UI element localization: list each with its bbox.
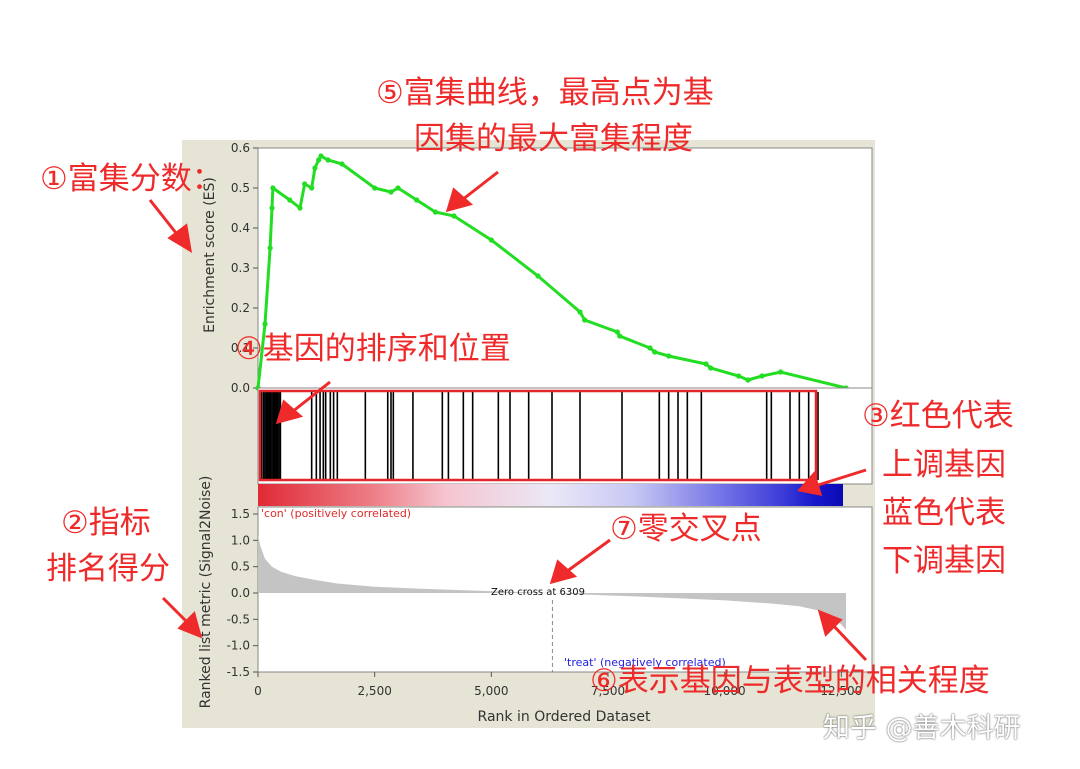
annotation-arrows	[148, 170, 868, 662]
es-point	[432, 209, 438, 215]
es-point	[388, 189, 394, 195]
x-axis-label: Rank in Ordered Dataset	[478, 709, 651, 725]
positive-label: 'con' (positively correlated)	[261, 507, 411, 520]
es-point	[339, 161, 345, 167]
annotation-colors-line3: 蓝色代表	[882, 495, 1006, 531]
es-plot-area	[257, 147, 873, 389]
annotation-correlation: ⑥表示基因与表型的相关程度	[590, 663, 990, 699]
metric-axis-label: Ranked list metric (Signal2Noise)	[198, 476, 214, 709]
x-tick-label: 0	[254, 684, 262, 698]
es-point	[582, 317, 588, 323]
annotation-gene-positions: ④基因的排序和位置	[235, 331, 511, 367]
x-tick-label: 12,500	[820, 684, 862, 698]
es-point	[372, 185, 378, 191]
es-point	[488, 237, 494, 243]
es-point	[414, 197, 420, 203]
x-tick-label: 2,500	[357, 684, 391, 698]
es-y-tick-label: 0.6	[231, 141, 250, 155]
es-point	[451, 213, 457, 219]
es-point	[318, 153, 324, 159]
es-point	[745, 377, 751, 383]
es-point	[270, 185, 276, 191]
hits-plot-area	[257, 387, 873, 485]
es-point	[778, 369, 784, 375]
metric-y-tick-label: 1.5	[231, 507, 250, 521]
es-point	[736, 373, 742, 379]
es-point	[647, 345, 653, 351]
es-point	[309, 185, 315, 191]
es-point	[302, 181, 308, 187]
annotation-zero-cross: ⑦零交叉点	[610, 511, 762, 547]
metric-y-tick-label: 1.0	[231, 533, 250, 547]
es-point	[652, 349, 658, 355]
es-point	[577, 309, 583, 315]
es-point	[395, 185, 401, 191]
metric-y-tick-label: -1.5	[227, 665, 250, 679]
es-axis-label: Enrichment score (ES)	[202, 177, 218, 333]
es-point	[759, 373, 765, 379]
annotation-metric-line1: ②指标	[61, 505, 151, 541]
watermark: 知乎 @善木科研	[823, 713, 1021, 744]
metric-y-tick-label: 0.0	[231, 586, 250, 600]
es-point	[325, 157, 331, 163]
es-point	[703, 361, 709, 367]
annotation-colors-line2: 上调基因	[882, 447, 1006, 483]
highlight-box	[258, 389, 818, 482]
es-point	[708, 365, 714, 371]
es-y-tick-label: 0.5	[231, 181, 250, 195]
es-y-tick-label: 0.0	[231, 381, 250, 395]
es-y-tick-label: 0.1	[231, 341, 250, 355]
x-tick-label: 5,000	[474, 684, 508, 698]
annotation-es: ①富集分数：	[40, 161, 223, 197]
annotation-colors-line4: 下调基因	[882, 543, 1006, 579]
es-y-tick-label: 0.2	[231, 301, 250, 315]
ranking-color-bar	[258, 484, 843, 506]
es-point	[666, 353, 672, 359]
negative-label: 'treat' (negatively correlated)	[564, 656, 726, 669]
annotation-curve-line1: ⑤富集曲线，最高点为基	[376, 75, 714, 111]
es-point	[617, 333, 623, 339]
annotation-curve-line2: 因集的最大富集程度	[414, 121, 693, 157]
x-tick-label: 7,500	[591, 684, 625, 698]
zero-cross-label: Zero cross at 6309	[491, 587, 585, 598]
es-point	[316, 157, 322, 163]
es-point	[267, 245, 273, 251]
es-point	[262, 321, 268, 327]
es-y-tick-label: 0.4	[231, 221, 250, 235]
annotation-colors-line1: ③红色代表	[862, 398, 1014, 434]
es-point	[312, 165, 318, 171]
metric-y-tick-label: -1.0	[227, 639, 250, 653]
es-point	[269, 205, 275, 211]
es-y-tick-label: 0.3	[231, 261, 250, 275]
es-point	[614, 329, 620, 335]
es-point	[297, 205, 303, 211]
metric-y-tick-label: -0.5	[227, 612, 250, 626]
es-point	[535, 273, 541, 279]
metric-y-tick-label: 0.5	[231, 560, 250, 574]
es-point	[287, 197, 293, 203]
x-tick-label: 10,000	[704, 684, 746, 698]
annotation-metric-line2: 排名得分	[46, 551, 170, 587]
